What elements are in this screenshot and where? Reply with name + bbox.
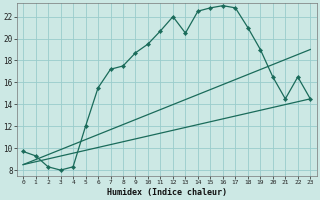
- X-axis label: Humidex (Indice chaleur): Humidex (Indice chaleur): [107, 188, 227, 197]
